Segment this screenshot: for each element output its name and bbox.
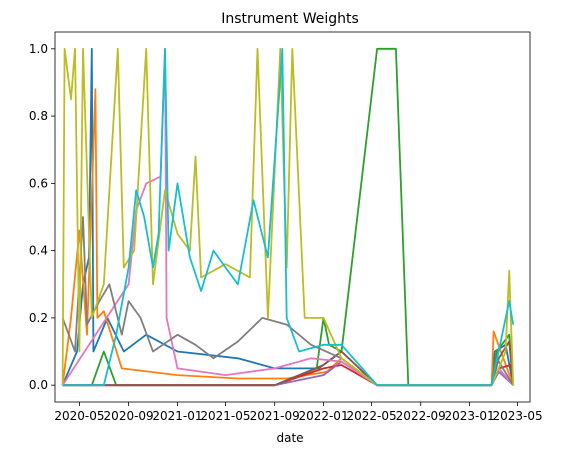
x-tick-label: 2022-01 xyxy=(298,409,348,423)
y-tick-label: 0.8 xyxy=(29,109,48,123)
x-tick-label: 2023-05 xyxy=(493,409,543,423)
axes-frame xyxy=(54,31,531,403)
x-tick-label: 2022-05 xyxy=(346,409,396,423)
y-tick-label: 1.0 xyxy=(29,42,48,56)
y-tick-label: 0.4 xyxy=(29,244,48,258)
x-tick-label: 2021-09 xyxy=(250,409,300,423)
y-tick-label: 0.0 xyxy=(29,378,48,392)
y-tick-label: 0.2 xyxy=(29,311,48,325)
series-line-10 xyxy=(62,47,515,387)
plot-area xyxy=(61,47,515,387)
x-tick-label: 2023-01 xyxy=(445,409,495,423)
series-line-6 xyxy=(62,340,515,387)
chart-title: Instrument Weights xyxy=(221,11,359,27)
series-line-9 xyxy=(61,47,515,387)
series-line-2 xyxy=(61,88,515,387)
x-tick-label: 2022-09 xyxy=(396,409,446,423)
x-tick-label: 2021-01 xyxy=(152,409,202,423)
x-tick-label: 2021-05 xyxy=(200,409,250,423)
x-tick-label: 2020-09 xyxy=(104,409,154,423)
y-tick-label: 0.6 xyxy=(29,176,48,190)
x-tick-label: 2020-05 xyxy=(54,409,104,423)
x-axis-label: date xyxy=(276,431,303,445)
